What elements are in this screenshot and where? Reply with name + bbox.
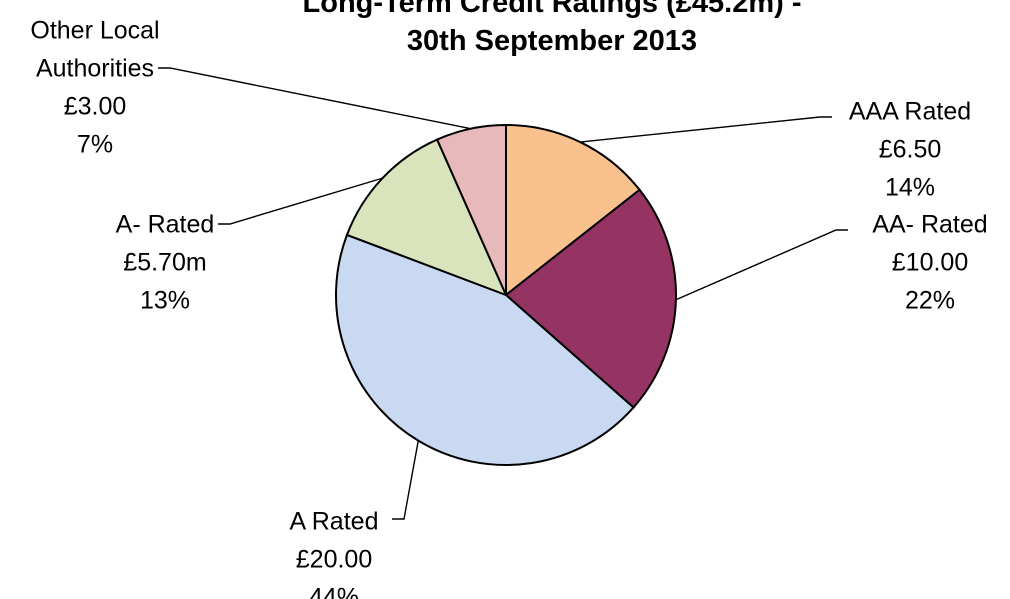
slice-label-3-percent: 13% [140,287,190,315]
slice-label-1-value: £10.00 [892,249,968,277]
leader-line-2 [392,440,419,520]
leader-line-4 [158,67,471,130]
pie-slice-0 [505,123,641,298]
slice-label-4-name-0: Other Local [30,17,159,45]
slice-label-3-name-0: A- Rated [116,211,215,239]
pie-slices [335,123,677,466]
slice-label-0-value: £6.50 [879,136,942,164]
slice-label-1-percent: 22% [905,287,955,315]
slice-label-2-value: £20.00 [296,546,372,574]
leader-lines [158,67,848,520]
slice-label-1-name-0: AA- Rated [872,211,987,239]
slice-labels: AAA Rated £6.50 14% AA- Rated £10.00 22% A Rat… [30,17,987,599]
slice-label-3-value: £5.70m [123,249,206,277]
slice-label-2-name-0: A Rated [290,508,379,536]
slice-label-2-percent: 44% [309,584,359,599]
chart-title-line-1: Long-Term Credit Ratings (£45.2m) - [303,0,802,19]
slice-label-0-name-0: AAA Rated [849,98,971,126]
slice-label-4-name-1: Authorities [36,55,154,83]
pie-slice-3 [345,138,508,297]
leader-line-3 [218,177,383,225]
pie-slice-4 [435,123,507,296]
leader-line-0 [580,116,832,143]
pie-slice-2 [335,233,635,466]
slice-label-0-percent: 14% [885,174,935,202]
slice-label-4-percent: 7% [77,131,113,159]
leader-line-1 [675,229,848,301]
slice-label-4-value: £3.00 [64,93,127,121]
chart-title-line-2: 30th September 2013 [407,25,697,57]
